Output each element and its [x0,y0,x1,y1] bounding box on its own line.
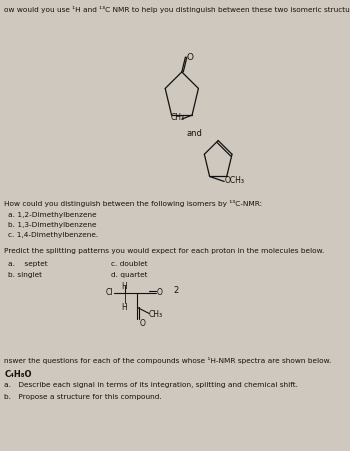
Text: C₄H₈O: C₄H₈O [4,370,32,379]
Text: How could you distinguish between the following isomers by ¹³C-NMR:: How could you distinguish between the fo… [4,200,262,207]
Text: c. 1,4-Dimethylbenzene.: c. 1,4-Dimethylbenzene. [8,232,98,238]
Text: and: and [187,129,203,138]
Text: a. 1,2-Dimethylbenzene: a. 1,2-Dimethylbenzene [8,212,97,218]
Text: c. doublet: c. doublet [111,261,147,267]
Text: b. Propose a structure for this compound.: b. Propose a structure for this compound… [4,394,162,400]
Text: b. 1,3-Dimethylbenzene: b. 1,3-Dimethylbenzene [8,222,97,228]
Text: O: O [140,319,146,328]
Text: Cl: Cl [105,288,113,297]
Text: O: O [186,53,193,62]
Text: ow would you use ¹H and ¹³C NMR to help you distinguish between these two isomer: ow would you use ¹H and ¹³C NMR to help … [4,6,350,14]
Text: a. Describe each signal in terms of its integration, splitting and chemical shif: a. Describe each signal in terms of its … [4,382,298,388]
Text: 2: 2 [174,285,179,295]
Text: a.    septet: a. septet [8,261,48,267]
Text: d. quartet: d. quartet [111,272,147,278]
Text: H: H [121,282,127,290]
Text: b. singlet: b. singlet [8,272,42,278]
Text: CH₃: CH₃ [170,113,184,122]
Text: Predict the splitting patterns you would expect for each proton in the molecules: Predict the splitting patterns you would… [4,248,325,254]
Text: nswer the questions for each of the compounds whose ¹H-NMR spectra are shown bel: nswer the questions for each of the comp… [4,357,332,364]
Text: O: O [156,288,162,297]
Text: H: H [121,303,127,312]
Text: CH₃: CH₃ [149,310,163,319]
Text: OCH₃: OCH₃ [224,176,244,185]
